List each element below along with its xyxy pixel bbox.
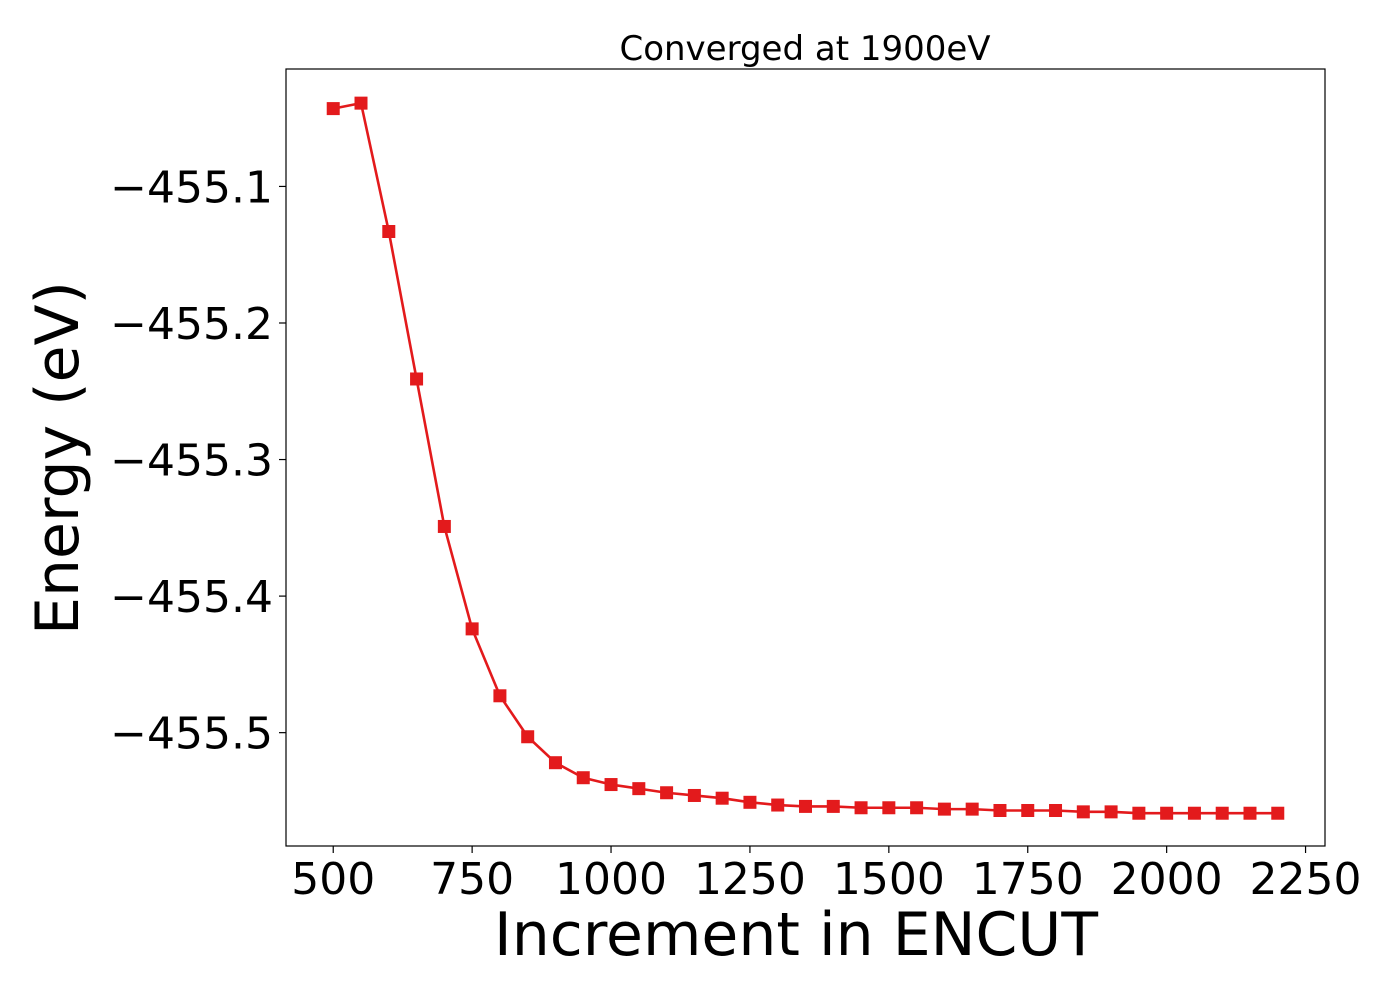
plot-frame [285,68,1326,847]
data-point-marker [799,799,812,813]
x-axis: 500 750 1000 1250 1500 1750 2000 2250 [291,846,1362,905]
y-axis: −455.1 −455.2 −455.3 −455.4 −455.5 [110,162,286,760]
x-tick-label: 2000 [1111,854,1223,905]
data-point-marker [1049,803,1063,817]
data-point-marker [854,801,868,815]
data-point-marker [660,786,674,800]
data-point-marker [604,778,618,792]
chart-title: Converged at 1900eV [619,29,990,69]
x-axis-title: Increment in ENCUT [494,900,1098,970]
data-point-marker [576,771,590,785]
plot-area [326,96,1285,820]
data-point-marker [1076,805,1090,819]
data-point-marker [437,519,451,533]
y-tick-label: −455.2 [110,299,273,350]
data-point-marker [937,802,951,816]
data-point-marker [1243,806,1257,820]
data-point-marker [993,803,1007,817]
x-tick-label: 500 [291,854,375,905]
data-point-marker [687,788,701,802]
data-point-marker [410,372,424,386]
data-point-marker [1104,805,1118,819]
data-point-marker [1160,806,1174,820]
x-tick-label: 2250 [1250,854,1362,905]
x-tick-label: 1750 [972,854,1084,905]
y-axis-title: Energy (eV) [23,281,93,635]
data-point-marker [326,102,340,116]
data-point-marker [771,798,785,812]
x-tick-label: 750 [430,854,514,905]
data-point-marker [965,802,979,816]
data-point-marker [743,795,757,809]
y-tick-label: −455.3 [110,436,273,487]
x-tick-label: 1250 [694,854,806,905]
data-point-marker [1187,806,1201,820]
data-point-marker [493,689,507,703]
data-point-marker [1021,803,1035,817]
data-point-marker [521,730,535,744]
x-tick-label: 1000 [555,854,667,905]
data-point-marker [465,622,479,636]
y-tick-label: −455.5 [110,709,273,760]
data-point-marker [910,801,924,815]
data-point-marker [826,799,840,813]
data-point-marker [882,801,896,815]
data-point-marker [382,225,396,239]
y-tick-label: −455.1 [110,162,273,213]
data-point-marker [1132,806,1146,820]
data-point-marker [548,756,562,770]
data-point-marker [1271,806,1285,820]
data-point-marker [715,791,729,805]
x-tick-label: 1500 [833,854,945,905]
data-point-marker [1215,806,1229,820]
data-point-marker [632,782,646,796]
y-tick-label: −455.4 [110,572,273,623]
data-point-marker [354,96,368,110]
